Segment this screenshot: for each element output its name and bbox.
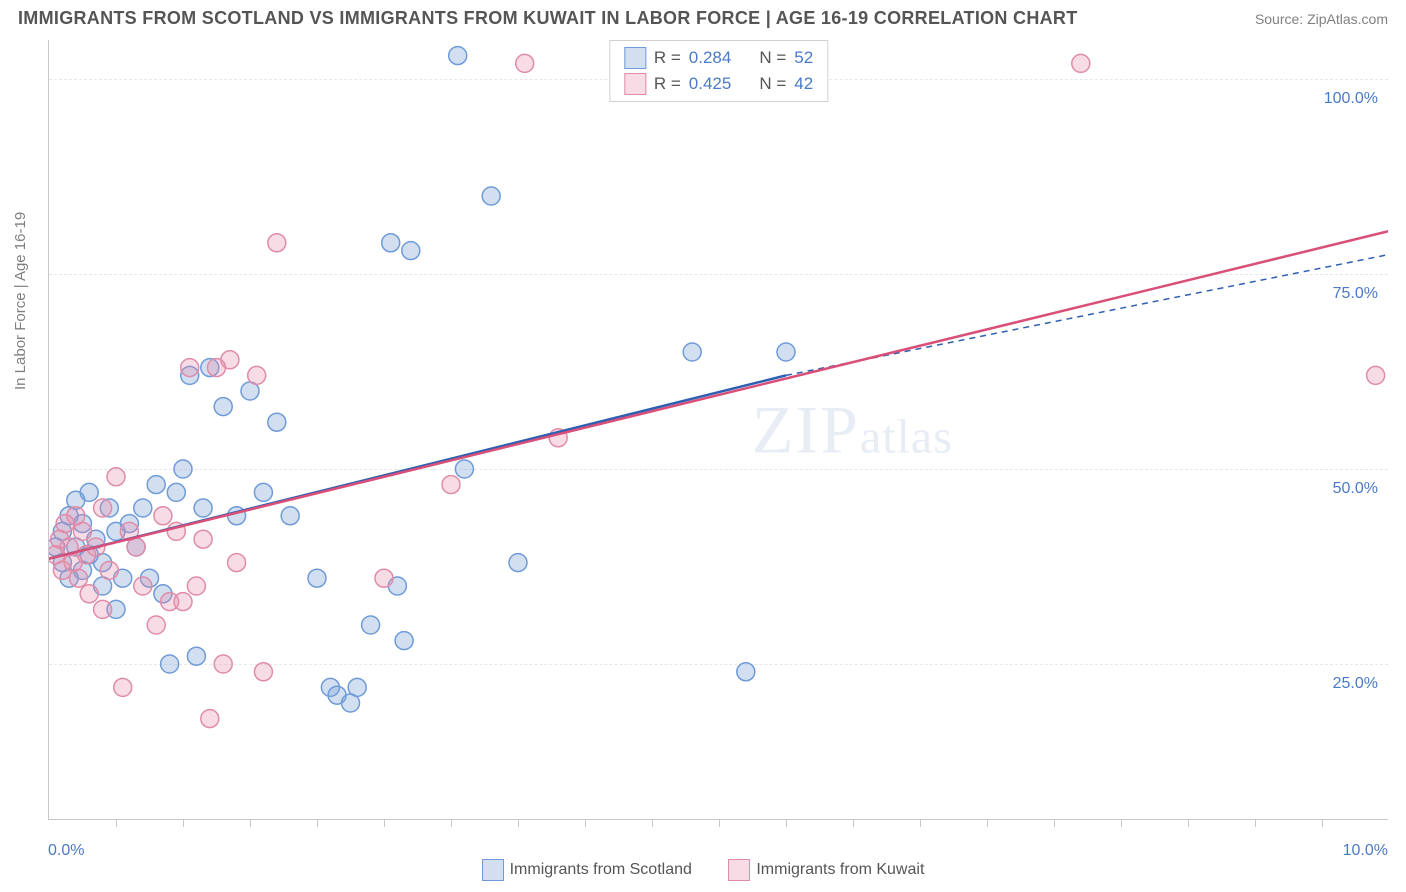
chart-title: IMMIGRANTS FROM SCOTLAND VS IMMIGRANTS F… <box>18 8 1078 29</box>
x-tick-min: 0.0% <box>48 842 84 860</box>
data-point-scotland <box>80 483 98 501</box>
legend-n-value-scotland: 52 <box>794 48 813 68</box>
legend-swatch-kuwait-bottom <box>728 859 750 881</box>
data-point-kuwait <box>1367 366 1385 384</box>
data-point-scotland <box>348 678 366 696</box>
data-point-scotland <box>395 632 413 650</box>
data-point-kuwait <box>94 600 112 618</box>
data-point-scotland <box>382 234 400 252</box>
data-point-scotland <box>268 413 286 431</box>
x-tick <box>920 819 921 827</box>
data-point-kuwait <box>194 530 212 548</box>
series-label-scotland: Immigrants from Scotland <box>510 861 692 879</box>
data-point-kuwait <box>114 678 132 696</box>
x-tick <box>652 819 653 827</box>
x-tick <box>786 819 787 827</box>
data-point-scotland <box>449 47 467 65</box>
data-point-kuwait <box>174 593 192 611</box>
legend-n-value-kuwait: 42 <box>794 74 813 94</box>
x-tick <box>853 819 854 827</box>
data-point-kuwait <box>268 234 286 252</box>
x-tick <box>451 819 452 827</box>
data-point-scotland <box>147 476 165 494</box>
x-tick <box>1121 819 1122 827</box>
data-point-scotland <box>777 343 795 361</box>
legend-row-scotland: R = 0.284 N = 52 <box>624 45 813 71</box>
correlation-legend: R = 0.284 N = 52 R = 0.425 N = 42 <box>609 40 828 102</box>
legend-row-kuwait: R = 0.425 N = 42 <box>624 71 813 97</box>
data-point-scotland <box>167 483 185 501</box>
x-tick <box>317 819 318 827</box>
x-tick <box>1322 819 1323 827</box>
data-point-scotland <box>134 499 152 517</box>
data-point-kuwait <box>248 366 266 384</box>
legend-swatch-kuwait <box>624 73 646 95</box>
data-point-scotland <box>482 187 500 205</box>
data-point-kuwait <box>1072 54 1090 72</box>
data-point-scotland <box>254 483 272 501</box>
x-tick <box>987 819 988 827</box>
bottom-legend: Immigrants from Scotland Immigrants from… <box>0 859 1406 886</box>
data-point-kuwait <box>154 507 172 525</box>
data-point-kuwait <box>69 569 87 587</box>
x-tick <box>384 819 385 827</box>
x-tick <box>1255 819 1256 827</box>
y-axis-title: In Labor Force | Age 16-19 <box>12 212 29 390</box>
legend-swatch-scotland <box>624 47 646 69</box>
legend-n-label: N = <box>759 48 786 68</box>
x-tick <box>183 819 184 827</box>
series-label-kuwait: Immigrants from Kuwait <box>756 861 924 879</box>
data-point-kuwait <box>254 663 272 681</box>
data-point-kuwait <box>187 577 205 595</box>
data-point-kuwait <box>214 655 232 673</box>
data-point-scotland <box>362 616 380 634</box>
scatter-svg <box>49 40 1388 819</box>
data-point-scotland <box>455 460 473 478</box>
legend-n-label: N = <box>759 74 786 94</box>
data-point-kuwait <box>127 538 145 556</box>
x-tick <box>1188 819 1189 827</box>
data-point-kuwait <box>516 54 534 72</box>
data-point-scotland <box>281 507 299 525</box>
source-label: Source: ZipAtlas.com <box>1255 11 1388 27</box>
data-point-kuwait <box>375 569 393 587</box>
data-point-scotland <box>161 655 179 673</box>
x-tick <box>585 819 586 827</box>
x-tick <box>1054 819 1055 827</box>
data-point-kuwait <box>94 499 112 517</box>
x-tick <box>116 819 117 827</box>
data-point-kuwait <box>147 616 165 634</box>
data-point-kuwait <box>181 359 199 377</box>
data-point-scotland <box>402 242 420 260</box>
x-tick <box>719 819 720 827</box>
data-point-kuwait <box>442 476 460 494</box>
legend-r-label: R = <box>654 48 681 68</box>
legend-r-label: R = <box>654 74 681 94</box>
bottom-legend-kuwait: Immigrants from Kuwait <box>728 859 924 881</box>
legend-swatch-scotland-bottom <box>482 859 504 881</box>
data-point-scotland <box>214 398 232 416</box>
data-point-kuwait <box>80 585 98 603</box>
data-point-scotland <box>509 554 527 572</box>
data-point-kuwait <box>74 522 92 540</box>
data-point-kuwait <box>100 561 118 579</box>
data-point-kuwait <box>221 351 239 369</box>
x-tick <box>518 819 519 827</box>
data-point-kuwait <box>107 468 125 486</box>
data-point-scotland <box>187 647 205 665</box>
data-point-kuwait <box>201 710 219 728</box>
bottom-legend-scotland: Immigrants from Scotland <box>482 859 692 881</box>
data-point-scotland <box>308 569 326 587</box>
legend-r-value-kuwait: 0.425 <box>689 74 732 94</box>
x-tick-max: 10.0% <box>1343 842 1388 860</box>
data-point-kuwait <box>134 577 152 595</box>
data-point-scotland <box>194 499 212 517</box>
legend-r-value-scotland: 0.284 <box>689 48 732 68</box>
data-point-scotland <box>683 343 701 361</box>
chart-plot-area: ZIPatlas R = 0.284 N = 52 R = 0.425 N = … <box>48 40 1388 820</box>
x-tick <box>250 819 251 827</box>
data-point-scotland <box>737 663 755 681</box>
data-point-kuwait <box>228 554 246 572</box>
data-point-scotland <box>174 460 192 478</box>
